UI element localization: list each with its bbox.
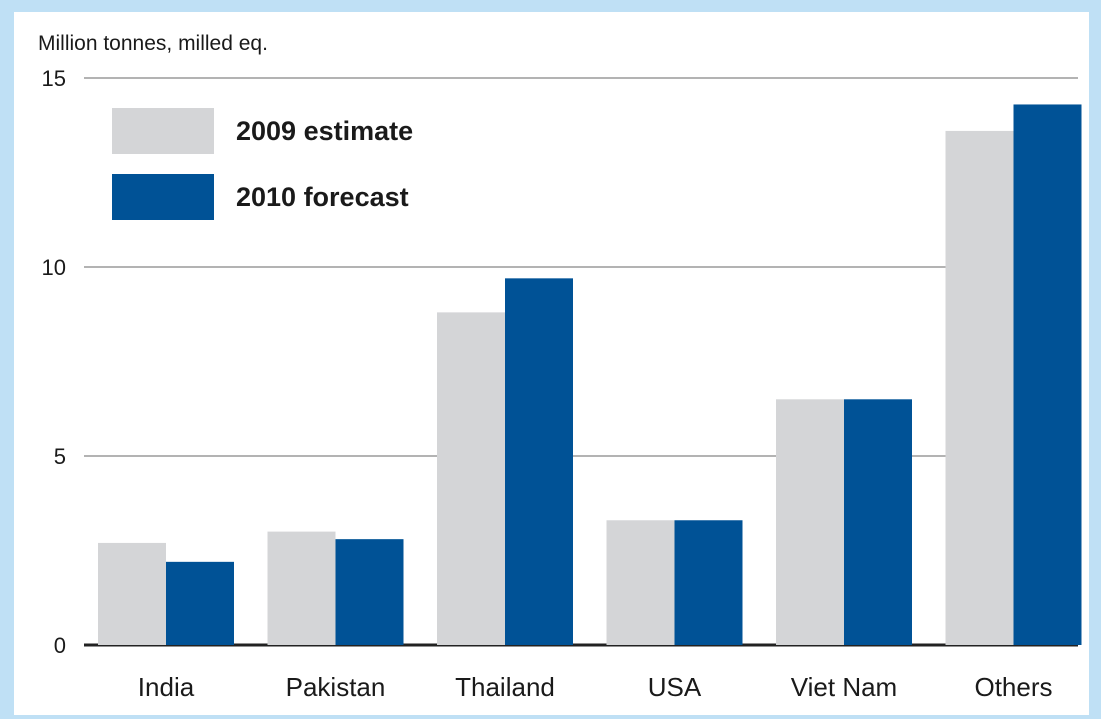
y-tick-labels: 0 5 10 15 [42,66,66,658]
bar-thailand-1 [505,278,573,645]
category-label: Others [974,672,1052,702]
bar-viet-nam-0 [776,399,844,645]
bar-others-0 [945,130,1014,646]
y-axis-unit-label: Million tonnes, milled eq. [38,32,268,55]
category-label: Thailand [455,672,555,702]
bar-usa-1 [674,520,743,645]
legend-label: 2010 forecast [236,182,409,212]
bars [98,104,1082,646]
category-label: USA [648,672,702,702]
bar-pakistan-0 [267,531,336,645]
legend: 2009 estimate 2010 forecast [112,108,413,220]
bar-india-0 [98,542,166,645]
category-label: Viet Nam [791,672,897,702]
y-tick-label: 5 [54,444,66,469]
category-label: Pakistan [286,672,386,702]
bar-viet-nam-1 [844,399,912,645]
bar-india-1 [166,561,234,645]
bar-thailand-0 [437,312,505,645]
legend-label: 2009 estimate [236,116,413,146]
gridlines [84,77,1078,647]
bar-others-1 [1013,104,1082,645]
bar-chart: Million tonnes, milled eq. 0 5 10 15 India P… [38,32,1082,702]
y-tick-label: 10 [42,255,66,280]
category-label: India [138,672,195,702]
legend-swatch [112,108,214,154]
y-tick-label: 0 [54,633,66,658]
chart-frame: Million tonnes, milled eq. 0 5 10 15 India P… [14,12,1089,715]
legend-swatch [112,174,214,220]
y-tick-label: 15 [42,66,66,91]
bar-pakistan-1 [335,539,404,645]
bar-usa-0 [606,520,675,645]
category-labels: India Pakistan Thailand USA Viet Nam Others [138,672,1053,702]
